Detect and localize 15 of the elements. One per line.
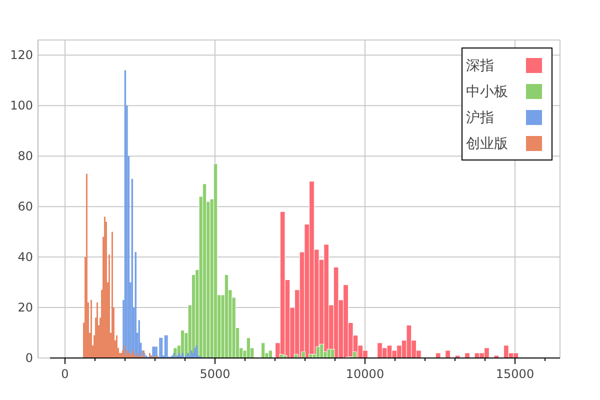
legend-label: 深指 — [466, 58, 494, 74]
y-tick-label: 0 — [25, 351, 33, 365]
y-tick-label: 100 — [10, 98, 33, 113]
y-tick-label: 80 — [18, 149, 33, 164]
y-tick-label: 120 — [10, 48, 33, 62]
x-tick-label: 0 — [61, 367, 69, 381]
legend-label: 中小板 — [466, 84, 508, 100]
legend-label: 创业版 — [466, 136, 508, 152]
y-tick-label: 60 — [18, 200, 33, 214]
x-tick-label: 10000 — [346, 367, 384, 381]
x-tick-label: 15000 — [496, 367, 534, 381]
x-tick-label: 5000 — [200, 367, 230, 381]
legend-label: 沪指 — [466, 110, 494, 126]
y-tick-label: 40 — [18, 250, 33, 264]
y-tick-label: 20 — [18, 300, 33, 315]
